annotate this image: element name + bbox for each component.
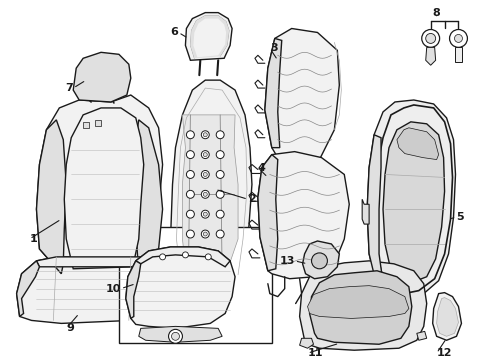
Circle shape: [169, 329, 182, 343]
Polygon shape: [185, 13, 232, 60]
Circle shape: [186, 171, 195, 179]
Circle shape: [216, 210, 224, 218]
Circle shape: [216, 150, 224, 158]
Circle shape: [201, 210, 209, 218]
Text: 4: 4: [258, 162, 266, 172]
Polygon shape: [265, 28, 340, 165]
Circle shape: [205, 254, 211, 260]
Polygon shape: [17, 257, 175, 323]
Polygon shape: [64, 108, 144, 269]
Polygon shape: [433, 293, 462, 340]
Polygon shape: [437, 298, 459, 336]
Text: 8: 8: [433, 8, 441, 18]
Circle shape: [201, 150, 209, 158]
Polygon shape: [265, 39, 282, 148]
Polygon shape: [73, 52, 131, 102]
Polygon shape: [426, 48, 436, 65]
Circle shape: [216, 230, 224, 238]
Circle shape: [203, 133, 207, 137]
Polygon shape: [126, 261, 141, 319]
Polygon shape: [308, 286, 409, 319]
Polygon shape: [310, 271, 412, 344]
Polygon shape: [95, 120, 101, 126]
Text: 10: 10: [105, 284, 121, 294]
Circle shape: [455, 35, 463, 42]
Polygon shape: [397, 128, 439, 159]
Polygon shape: [36, 120, 66, 274]
Circle shape: [201, 230, 209, 238]
Polygon shape: [182, 115, 238, 284]
Polygon shape: [299, 338, 314, 348]
Circle shape: [449, 30, 467, 48]
Circle shape: [182, 252, 188, 258]
Polygon shape: [258, 152, 349, 279]
Polygon shape: [126, 247, 235, 328]
Text: 12: 12: [437, 348, 452, 358]
Text: 9: 9: [66, 323, 74, 333]
Circle shape: [186, 190, 195, 198]
Circle shape: [172, 332, 179, 340]
Circle shape: [186, 230, 195, 238]
Circle shape: [426, 33, 436, 44]
Text: 3: 3: [270, 43, 277, 53]
Polygon shape: [134, 120, 163, 269]
Text: 13: 13: [279, 256, 294, 266]
Circle shape: [201, 190, 209, 198]
Circle shape: [312, 253, 327, 269]
Circle shape: [216, 171, 224, 179]
Circle shape: [160, 254, 166, 260]
Polygon shape: [36, 95, 163, 279]
Polygon shape: [36, 257, 169, 267]
Text: 11: 11: [308, 348, 323, 358]
Circle shape: [201, 171, 209, 179]
Polygon shape: [136, 247, 230, 267]
Polygon shape: [83, 122, 89, 128]
Circle shape: [201, 131, 209, 139]
Polygon shape: [299, 261, 427, 350]
Polygon shape: [139, 327, 222, 342]
Polygon shape: [17, 261, 40, 316]
Circle shape: [216, 131, 224, 139]
Circle shape: [216, 190, 224, 198]
Polygon shape: [367, 100, 456, 298]
Circle shape: [203, 192, 207, 196]
Polygon shape: [417, 331, 427, 340]
Circle shape: [422, 30, 440, 48]
Polygon shape: [194, 19, 226, 57]
Circle shape: [186, 210, 195, 218]
Circle shape: [186, 131, 195, 139]
Circle shape: [203, 212, 207, 216]
Polygon shape: [191, 15, 229, 58]
Polygon shape: [258, 154, 278, 271]
Polygon shape: [383, 122, 444, 284]
Text: 5: 5: [457, 212, 464, 222]
Text: 7: 7: [66, 83, 73, 93]
Polygon shape: [455, 48, 463, 62]
Polygon shape: [367, 135, 383, 287]
Polygon shape: [171, 80, 252, 289]
Polygon shape: [362, 199, 369, 224]
Circle shape: [203, 153, 207, 157]
Bar: [119, 227, 272, 343]
Text: 6: 6: [171, 27, 178, 37]
Circle shape: [203, 232, 207, 236]
Text: 1: 1: [29, 234, 37, 244]
Circle shape: [203, 172, 207, 176]
Text: 2: 2: [248, 194, 256, 204]
Polygon shape: [303, 241, 340, 279]
Circle shape: [186, 150, 195, 158]
